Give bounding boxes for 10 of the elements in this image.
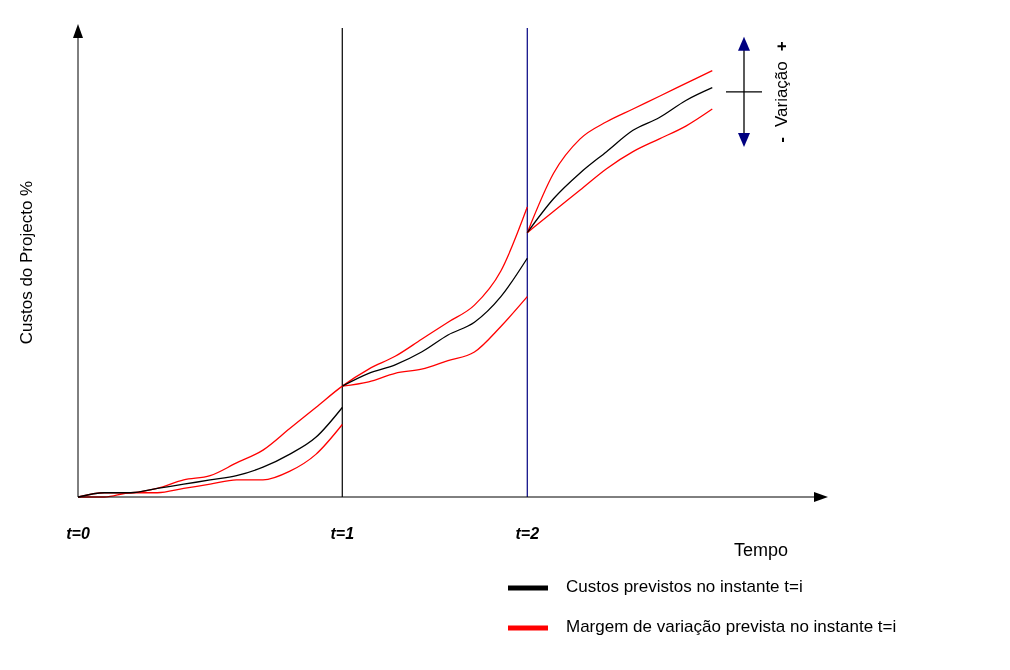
x-tick-label: t=0: [66, 525, 90, 542]
x-tick-label: t=1: [330, 525, 355, 542]
y-axis-title: Custos do Projecto %: [17, 180, 37, 345]
text: +: [772, 41, 792, 52]
legend-label: Custos previstos no instante t=i: [566, 577, 803, 597]
annotation: -: [772, 137, 792, 143]
x-tick-label: t=2: [515, 525, 540, 542]
annotation: Variação: [772, 61, 792, 128]
x-axis-title: Tempo: [734, 540, 789, 561]
legend-label: Margem de variação prevista no instante t=i: [566, 617, 897, 637]
